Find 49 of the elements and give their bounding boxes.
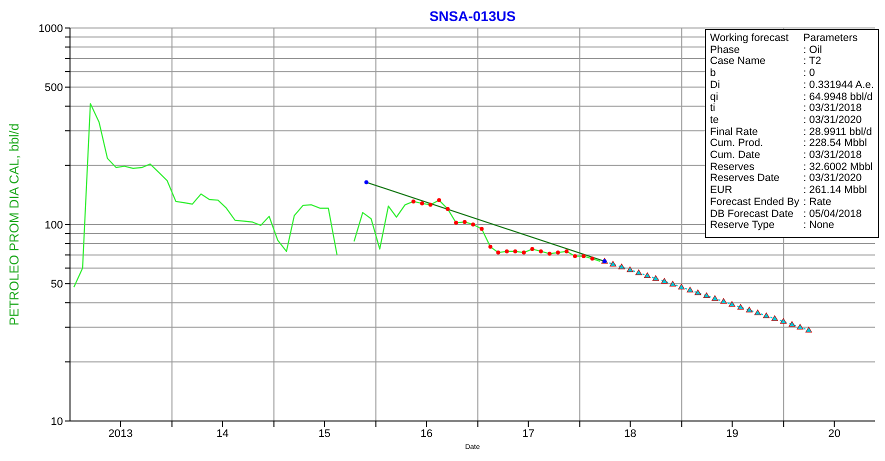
annotation: : 228.54 Mbbl bbox=[803, 137, 868, 150]
annotation: Reserve Type bbox=[710, 219, 776, 232]
annotation: : 28.9911 bbl/d bbox=[803, 126, 873, 138]
x-tick-label: 19 bbox=[726, 428, 738, 440]
annotation: : 0 bbox=[803, 67, 816, 80]
y-tick-label: 500 bbox=[44, 82, 63, 94]
annotation: : 32.6002 Mbbl bbox=[803, 160, 874, 173]
annotation: EUR bbox=[710, 184, 734, 197]
annotation: Cum. Date bbox=[710, 149, 762, 162]
annotation: te bbox=[710, 114, 720, 127]
annotation: Phase bbox=[710, 44, 741, 56]
annotation: : 03/31/2020 bbox=[803, 172, 863, 185]
annotation: DB Forecast Date bbox=[710, 208, 794, 220]
annotation: : 03/31/2018 bbox=[803, 149, 863, 162]
annotation: : 03/31/2020 bbox=[803, 114, 863, 127]
y-axis-title: PETROLEO PROM DIA CAL, bbl/d bbox=[6, 123, 22, 326]
annotation: qi bbox=[710, 90, 720, 103]
annotation: Cum. Prod. bbox=[710, 137, 764, 150]
annotation: Final Rate bbox=[710, 126, 759, 138]
annotation: : 64.9948 bbl/d bbox=[803, 90, 874, 103]
annotation: : T2 bbox=[803, 55, 822, 68]
annotation: ti bbox=[710, 102, 716, 115]
y-tick-label: 1000 bbox=[38, 22, 63, 35]
annotation: : 03/31/2018 bbox=[803, 102, 863, 115]
annotation: Di bbox=[710, 78, 721, 92]
y-tick-label: 10 bbox=[50, 416, 63, 428]
annotation: : Oil bbox=[803, 44, 823, 56]
x-tick-label: 18 bbox=[624, 428, 636, 440]
x-tick-label: 2013 bbox=[108, 428, 133, 440]
annotation: : Rate bbox=[803, 196, 832, 209]
annotation: Parameters bbox=[803, 32, 859, 45]
annotation: Reserves bbox=[710, 160, 756, 174]
annotation: : 261.14 Mbbl bbox=[803, 184, 868, 197]
x-tick-label: 17 bbox=[522, 428, 534, 440]
annotation: : 0.331944 A.e. bbox=[803, 78, 874, 92]
x-tick-label: 20 bbox=[828, 428, 840, 440]
annotation: : None bbox=[803, 219, 836, 232]
annotation: Reserves Date bbox=[710, 172, 780, 186]
annotation: Forecast Ended By bbox=[710, 196, 800, 209]
annotation: Case Name bbox=[710, 55, 766, 68]
chart-title: SNSA-013US bbox=[428, 8, 517, 24]
annotation: b bbox=[710, 67, 717, 80]
x-tick-label: 16 bbox=[420, 428, 433, 440]
x-tick-label: 15 bbox=[318, 428, 331, 440]
annotation: : 05/04/2018 bbox=[803, 208, 863, 220]
y-tick-label: 100 bbox=[44, 219, 63, 232]
annotation: Working forecast bbox=[710, 32, 790, 45]
x-tick-label: 14 bbox=[216, 428, 229, 440]
y-tick-label: 50 bbox=[50, 278, 63, 291]
